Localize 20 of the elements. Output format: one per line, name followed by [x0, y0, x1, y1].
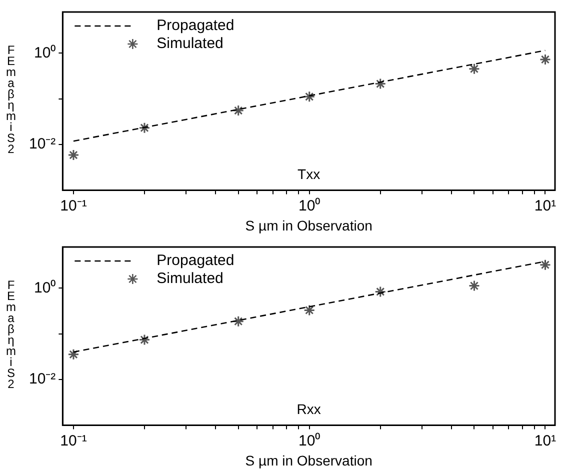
- legend-label: Simulated: [156, 35, 224, 52]
- x-tick-label: 10⁻¹: [60, 432, 87, 450]
- annotation: Txx: [298, 166, 320, 182]
- legend-label: Simulated: [156, 270, 224, 288]
- annotation: Rxx: [296, 401, 321, 418]
- x-tick-label: 10¹: [534, 197, 556, 214]
- x-axis-title: S µm in Observation: [245, 452, 372, 468]
- x-tick-label: 10⁻¹: [60, 197, 87, 214]
- x-tick-label: 10⁰: [298, 432, 320, 450]
- x-axis-title: S µm in Observation: [245, 217, 372, 234]
- legend-label: Propagated: [156, 17, 234, 34]
- y-tick-label: 10⁰: [34, 279, 56, 296]
- y-tick-label: 10⁻²: [28, 370, 56, 388]
- y-tick-label: 10⁰: [34, 44, 56, 62]
- y-axis-title: FEmaβηmiS2: [4, 42, 19, 155]
- y-tick-label: 10⁻²: [28, 136, 56, 153]
- x-tick-label: 10¹: [534, 432, 556, 450]
- x-tick-label: 10⁰: [298, 197, 320, 214]
- legend-label: Propagated: [156, 252, 234, 270]
- y-axis-title: FEmaβηmiS2: [4, 276, 19, 390]
